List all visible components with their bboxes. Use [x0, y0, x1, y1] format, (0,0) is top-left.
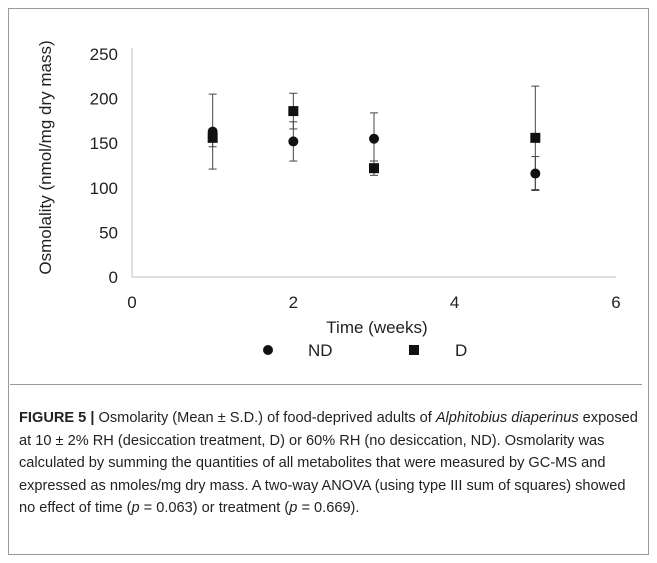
y-tick-label: 0 [109, 268, 118, 287]
legend-d-marker [409, 345, 419, 355]
chart-legend: ND D [263, 341, 467, 360]
y-tick-label: 50 [99, 223, 118, 242]
x-tick-label: 4 [450, 293, 459, 312]
legend-nd-marker [263, 345, 273, 355]
y-tick-label: 100 [90, 179, 118, 198]
nd-point [369, 133, 379, 144]
figure-label: FIGURE 5 | [19, 410, 95, 426]
caption-text-segment: = 0.063) or treatment ( [139, 500, 290, 516]
caption-text-segment: exposed at 10 ± 2% RH (desiccation treat… [19, 410, 638, 516]
x-tick-label: 0 [127, 293, 136, 312]
caption-italic-text: Alphitobius diaperinus [435, 410, 579, 426]
x-tick-labels: 0 2 4 6 [127, 293, 620, 312]
figure-frame [8, 8, 649, 555]
osmolality-chart: 0 50 100 150 200 250 0 2 4 6 Time (weeks) Osmola… [36, 40, 621, 360]
data-markers [207, 106, 541, 179]
legend-d-label: D [455, 341, 467, 360]
caption-text-segment: = 0.669). [297, 500, 360, 516]
caption-text-segment: Osmolarity (Mean ± S.D.) of food-deprive… [94, 410, 436, 426]
d-point [369, 163, 379, 174]
y-tick-labels: 0 50 100 150 200 250 [90, 45, 118, 287]
d-point [288, 106, 299, 117]
caption-italic-text: p [289, 500, 298, 516]
y-tick-label: 250 [90, 45, 118, 64]
legend-nd-label: ND [308, 341, 333, 360]
caption-text: Osmolarity (Mean ± S.D.) of food-deprive… [19, 410, 638, 516]
figure-caption: FIGURE 5 | Osmolarity (Mean ± S.D.) of f… [19, 407, 639, 520]
y-tick-label: 150 [90, 134, 118, 153]
y-tick-label: 200 [90, 90, 118, 109]
x-tick-label: 6 [611, 293, 620, 312]
caption-italic-text: p [131, 500, 140, 516]
caption-divider [10, 384, 642, 385]
y-axis-title: Osmolality (nmol/mg dry mass) [36, 40, 55, 274]
x-axis-title: Time (weeks) [326, 318, 427, 337]
chart-axes [131, 48, 616, 278]
d-point [530, 132, 541, 143]
nd-point [288, 136, 299, 147]
x-tick-label: 2 [289, 293, 298, 312]
nd-point [530, 168, 541, 179]
d-point [207, 132, 218, 143]
